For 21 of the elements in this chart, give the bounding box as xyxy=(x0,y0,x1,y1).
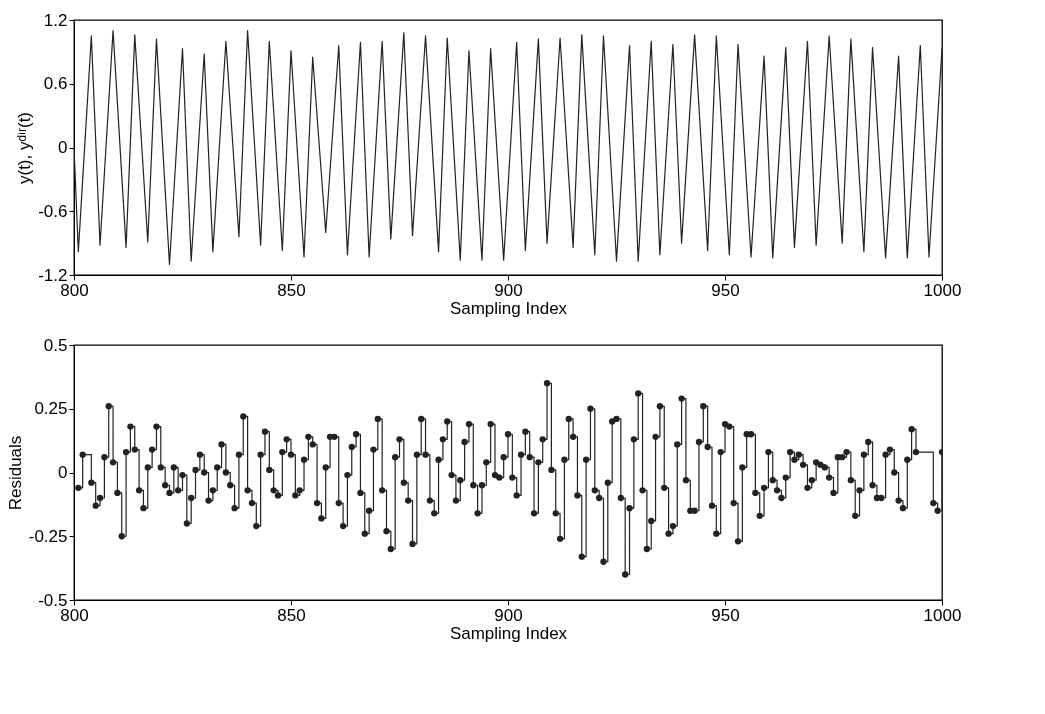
x-tick-label: 950 xyxy=(711,605,740,625)
y-axis-title: Residuals xyxy=(5,435,25,511)
y-tick-label: -0.25 xyxy=(28,526,68,546)
x-tick-label: 1000 xyxy=(923,280,962,300)
line-series xyxy=(74,30,942,265)
x-tick-label: 900 xyxy=(494,280,523,300)
y-tick-label: 0.25 xyxy=(34,399,68,419)
x-tick-label: 900 xyxy=(494,605,523,625)
x-tick-label: 850 xyxy=(277,280,306,300)
y-tick-label: 0 xyxy=(58,138,68,157)
y-tick-label: 0 xyxy=(58,463,68,482)
x-tick-label: 850 xyxy=(277,605,306,625)
x-axis-title: Sampling Index xyxy=(449,623,568,643)
y-axis-title: y(t), yᵈⁱʳ(t) xyxy=(15,111,35,185)
y-tick-label: 1.2 xyxy=(43,10,68,30)
x-axis-title: Sampling Index xyxy=(449,298,568,318)
y-tick-label: 0.5 xyxy=(43,335,68,355)
y-tick-label: 0.6 xyxy=(43,74,68,94)
x-tick-label: 1000 xyxy=(923,605,962,625)
y-tick-label: -0.6 xyxy=(38,201,68,221)
x-tick-label: 950 xyxy=(711,280,740,300)
